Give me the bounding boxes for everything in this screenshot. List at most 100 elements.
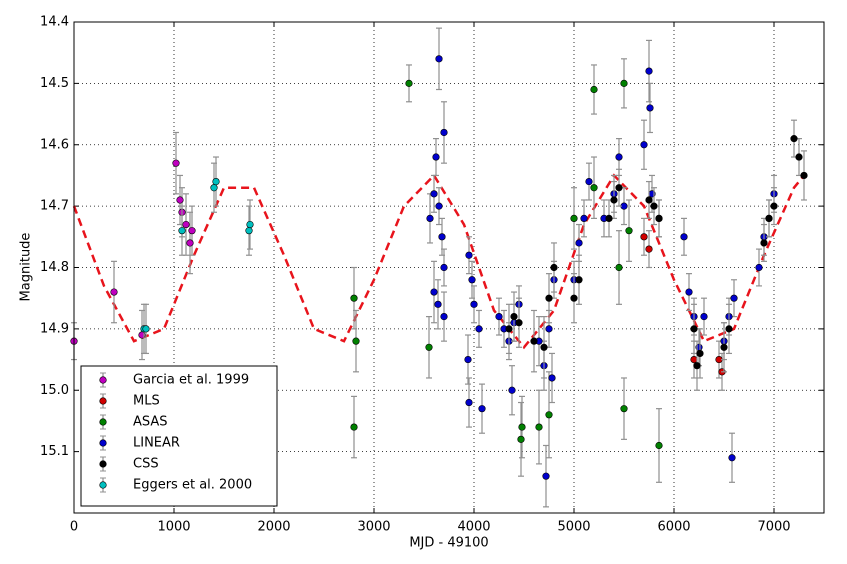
legend-label: Eggers et al. 2000 xyxy=(133,478,252,493)
marker xyxy=(475,325,483,333)
legend-marker xyxy=(99,460,107,468)
marker xyxy=(720,343,728,351)
legend-box xyxy=(80,365,278,507)
marker xyxy=(620,79,628,87)
marker xyxy=(795,153,803,161)
marker xyxy=(545,294,553,302)
marker xyxy=(730,294,738,302)
marker xyxy=(570,214,578,222)
marker xyxy=(540,343,548,351)
legend-marker xyxy=(99,481,107,489)
x-tick-label: 1000 xyxy=(157,520,190,535)
marker xyxy=(620,405,628,413)
marker xyxy=(542,472,550,480)
marker xyxy=(646,104,654,112)
x-tick-label: 3000 xyxy=(357,520,390,535)
marker xyxy=(645,67,653,75)
model-curve xyxy=(72,173,805,350)
marker xyxy=(685,288,693,296)
marker xyxy=(182,220,190,229)
marker xyxy=(790,135,798,143)
marker xyxy=(505,325,513,333)
marker xyxy=(760,239,768,247)
marker xyxy=(210,184,218,192)
marker xyxy=(186,239,194,247)
legend-label: CSS xyxy=(133,457,159,472)
legend-marker xyxy=(99,376,107,384)
marker xyxy=(580,214,588,222)
marker xyxy=(690,325,698,333)
marker xyxy=(110,288,118,296)
marker xyxy=(605,214,613,222)
marker xyxy=(495,313,503,321)
marker xyxy=(615,263,623,272)
plot-frame xyxy=(73,21,825,514)
marker xyxy=(432,153,440,161)
marker xyxy=(690,355,698,364)
marker xyxy=(548,374,556,382)
marker xyxy=(172,159,180,167)
legend-label: LINEAR xyxy=(133,436,180,451)
marker xyxy=(650,202,658,210)
marker xyxy=(426,214,434,222)
marker xyxy=(470,300,478,308)
marker xyxy=(610,196,618,204)
marker xyxy=(350,294,358,302)
marker xyxy=(352,337,360,345)
marker xyxy=(590,85,598,94)
marker xyxy=(615,153,623,161)
marker xyxy=(645,245,653,253)
marker xyxy=(615,184,623,192)
marker xyxy=(535,423,543,431)
y-tick-label: 14.9 xyxy=(40,321,69,336)
marker xyxy=(575,276,583,284)
marker xyxy=(585,177,593,186)
marker xyxy=(464,355,472,364)
marker xyxy=(575,239,583,247)
marker xyxy=(640,233,648,241)
marker xyxy=(212,177,220,186)
marker xyxy=(430,288,438,296)
marker xyxy=(590,184,598,192)
marker xyxy=(435,55,443,63)
marker xyxy=(178,227,186,235)
x-tick-label: 2000 xyxy=(257,520,290,535)
marker xyxy=(570,294,578,302)
marker xyxy=(545,325,553,333)
marker xyxy=(425,343,433,351)
marker xyxy=(645,196,653,204)
marker xyxy=(655,214,663,222)
marker xyxy=(693,362,701,370)
marker xyxy=(465,251,473,259)
marker xyxy=(176,196,184,204)
y-tick-label: 14.7 xyxy=(40,199,69,214)
y-axis-label: Magnitude xyxy=(19,233,34,302)
legend-marker xyxy=(99,439,107,447)
marker xyxy=(430,190,438,198)
x-tick-label: 4000 xyxy=(457,520,490,535)
marker xyxy=(517,435,525,443)
marker xyxy=(468,276,476,284)
marker xyxy=(246,220,254,229)
y-tick-label: 15.0 xyxy=(40,383,69,398)
y-tick-label: 14.5 xyxy=(40,76,69,91)
marker xyxy=(755,263,763,272)
marker xyxy=(510,313,518,321)
marker xyxy=(545,411,553,419)
marker xyxy=(188,227,196,235)
y-tick-label: 14.4 xyxy=(40,15,69,30)
marker xyxy=(350,423,358,431)
marker xyxy=(438,233,446,241)
marker xyxy=(142,325,150,333)
legend-marker xyxy=(99,397,107,405)
marker xyxy=(440,263,448,272)
x-tick-label: 7000 xyxy=(757,520,790,535)
marker xyxy=(800,171,808,180)
x-tick-label: 0 xyxy=(70,520,78,535)
marker xyxy=(515,319,523,327)
legend-label: MLS xyxy=(133,394,160,409)
marker xyxy=(696,349,704,358)
marker xyxy=(655,441,663,450)
